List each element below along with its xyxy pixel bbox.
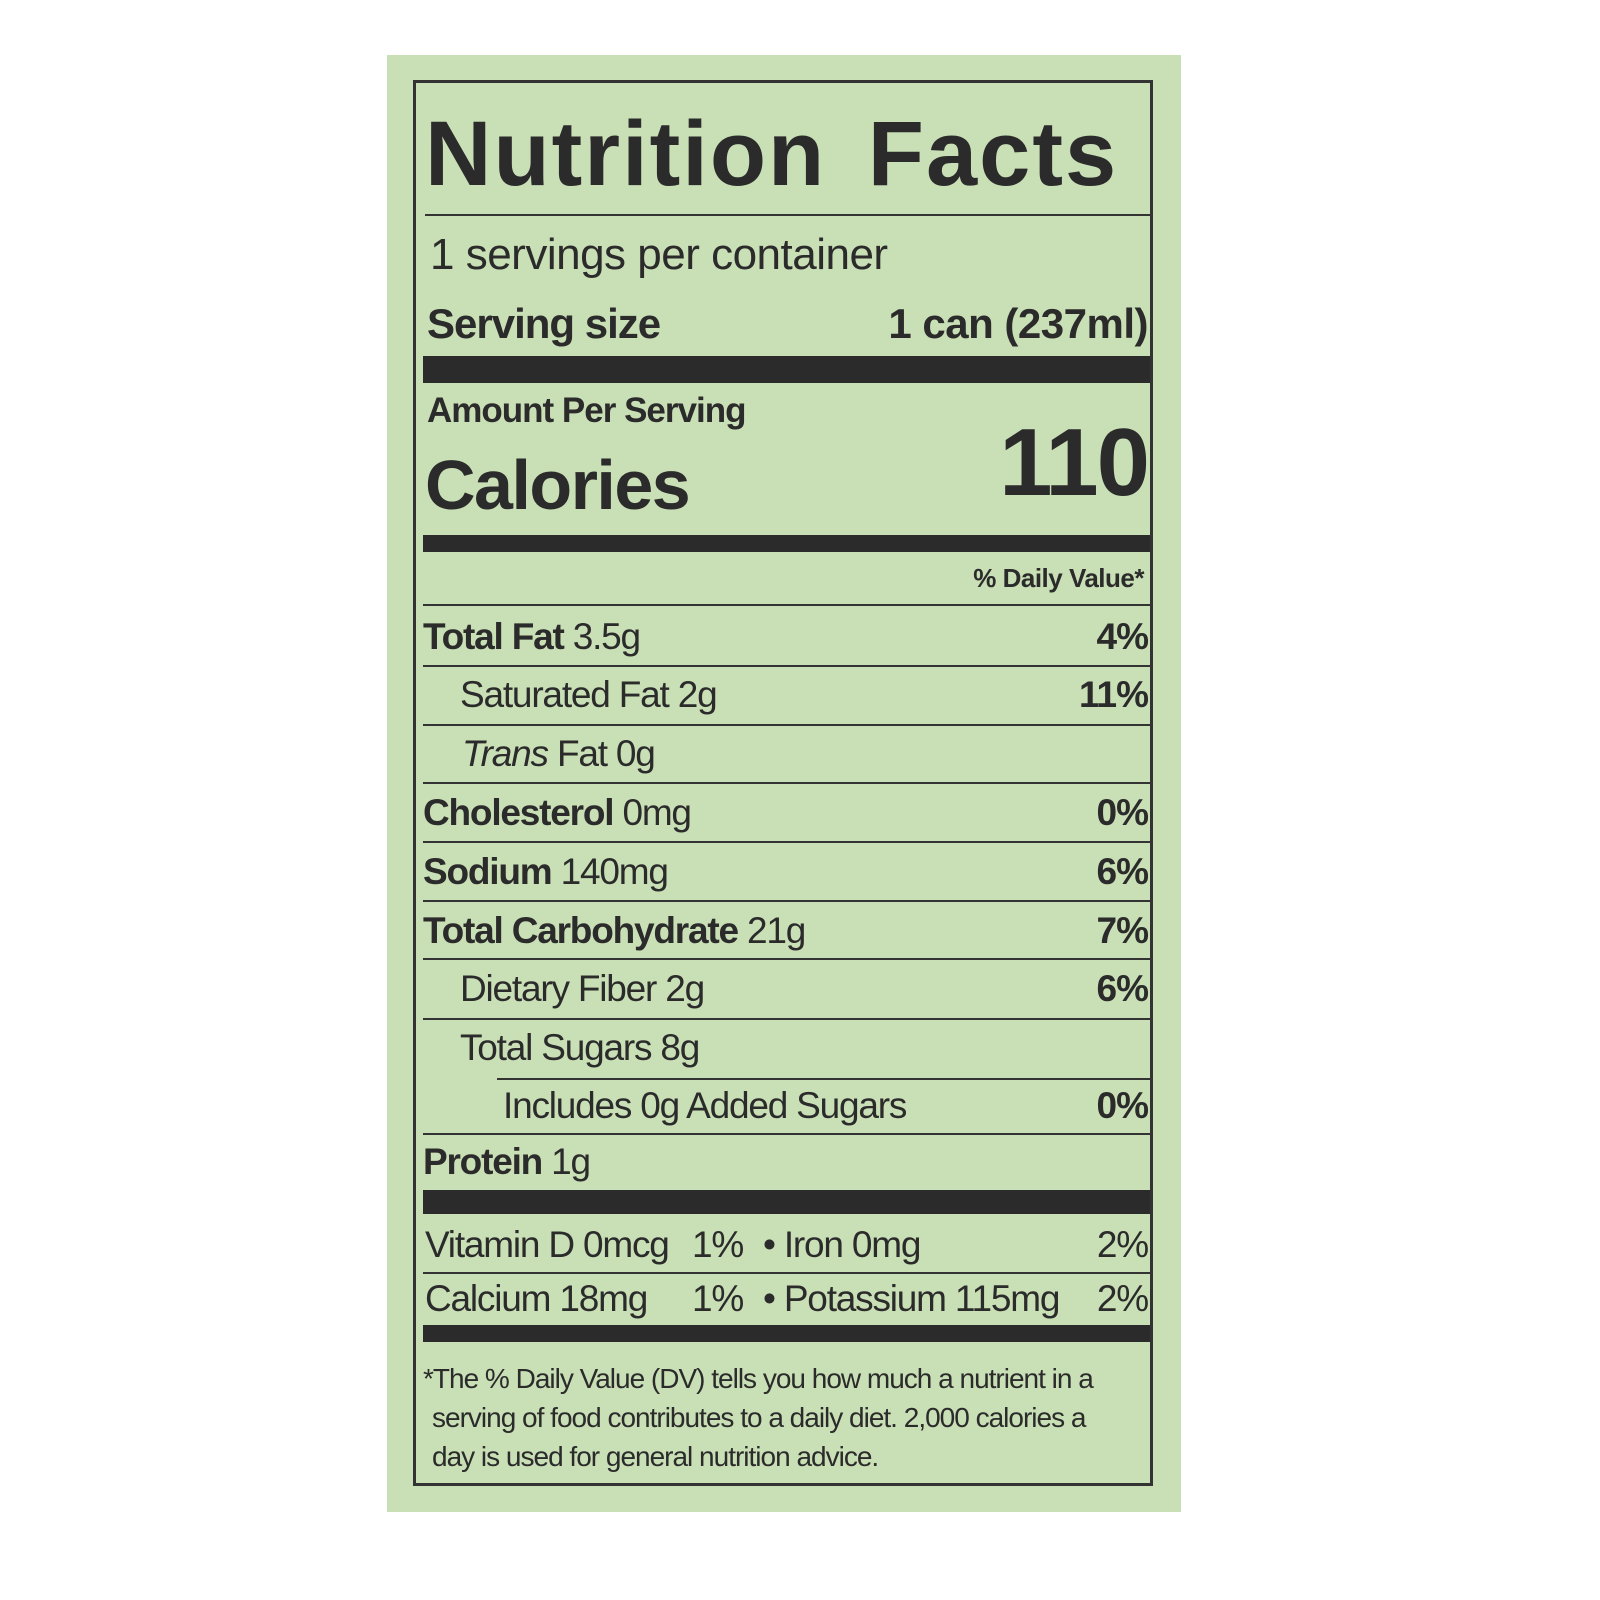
micro-vitamin-d: Vitamin D 0mcg [425,1224,670,1265]
micro-vitamin-d-dv: 1% [692,1224,744,1265]
nutrient-total-fat: Total Fat 3.5g [423,616,641,657]
nutrient-saturated-fat: Saturated Fat 2g [460,674,718,715]
dv-total-carbohydrate: 7% [1096,910,1149,951]
divider [423,1133,1150,1135]
footnote-line-1: *The % Daily Value (DV) tells you how mu… [423,1363,1094,1394]
nutrient-total-carbohydrate: Total Carbohydrate 21g [423,910,806,951]
divider [423,782,1150,784]
divider [425,214,1150,216]
micro-calcium: Calcium 18mg [425,1278,648,1319]
thick-divider [423,356,1150,383]
servings-per-container: 1 servings per container [430,230,888,279]
dv-saturated-fat: 11% [1078,674,1149,715]
divider [423,1018,1150,1020]
divider [497,1078,1150,1080]
nutrient-cholesterol: Cholesterol 0mg [423,792,692,833]
dv-total-fat: 4% [1096,616,1149,657]
micro-potassium-dv: 2% [1096,1278,1149,1319]
footnote-line-3: day is used for general nutrition advice… [432,1441,879,1472]
calories-value: 110 [999,409,1150,516]
thick-divider [423,1190,1150,1214]
calories-label: Calories [425,446,691,524]
footnote-line-2: serving of food contributes to a daily d… [432,1402,1086,1433]
dv-sodium: 6% [1096,851,1149,892]
serving-size-label: Serving size [427,300,661,347]
dv-cholesterol: 0% [1096,792,1149,833]
divider [423,958,1150,960]
nutrient-added-sugars: Includes 0g Added Sugars [503,1085,907,1126]
nutrient-protein: Protein 1g [423,1141,591,1182]
nutrient-dietary-fiber: Dietary Fiber 2g [460,968,705,1009]
divider [423,841,1150,843]
daily-value-header: % Daily Value* [973,563,1144,593]
micro-calcium-dv: 1% [692,1278,744,1319]
label-title: Nutrition Facts [425,103,1119,205]
divider [423,900,1150,902]
divider [423,724,1150,726]
divider [423,1272,1150,1274]
serving-size-value: 1 can (237ml) [888,300,1148,347]
divider [423,665,1150,667]
label-border [413,80,1153,1486]
nutrient-trans-fat: Trans Fat 0g [462,733,656,774]
dv-dietary-fiber: 6% [1096,968,1149,1009]
medium-divider [423,535,1150,552]
dv-added-sugars: 0% [1096,1085,1149,1126]
micro-potassium: • Potassium 115mg [763,1278,1060,1319]
nutrient-total-sugars: Total Sugars 8g [460,1027,700,1068]
nutrient-sodium: Sodium 140mg [423,851,669,892]
divider [423,604,1150,606]
micro-iron-dv: 2% [1096,1224,1149,1265]
thick-divider [423,1325,1150,1342]
micro-iron: • Iron 0mg [763,1224,921,1265]
amount-per-serving: Amount Per Serving [427,391,746,430]
